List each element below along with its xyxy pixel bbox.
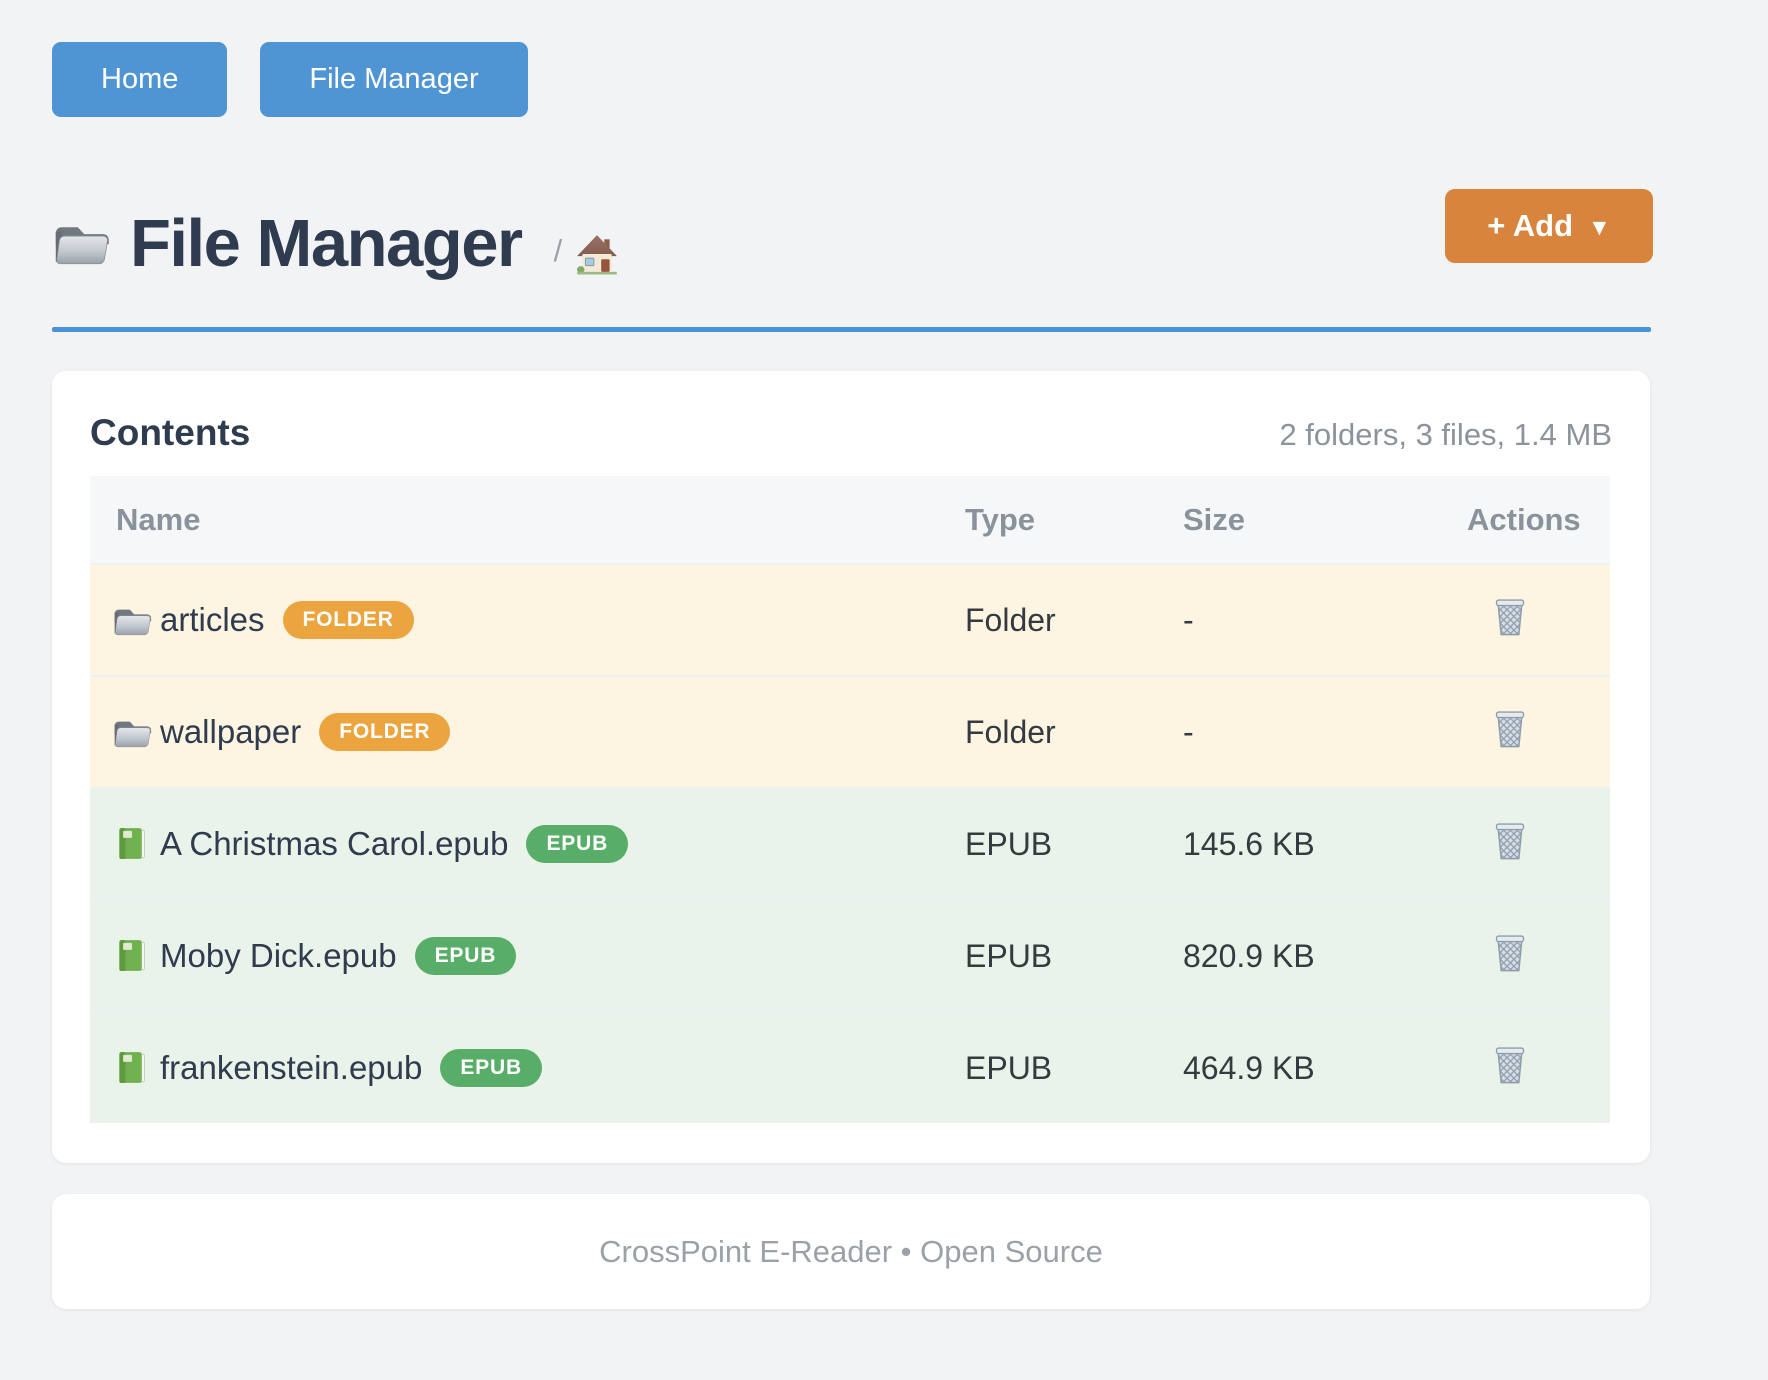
caret-down-icon: ▼	[1588, 213, 1611, 240]
type-cell: Folder	[965, 713, 1056, 750]
name-cell: Moby Dick.epub EPUB	[90, 937, 965, 975]
name-cell: articles FOLDER	[90, 601, 965, 639]
type-cell: Folder	[965, 601, 1056, 638]
breadcrumb: /	[554, 233, 619, 275]
type-cell: EPUB	[965, 1049, 1053, 1086]
delete-button[interactable]	[1493, 820, 1527, 860]
actions-cell	[1467, 820, 1610, 868]
name-cell: wallpaper FOLDER	[90, 713, 965, 751]
delete-button[interactable]	[1493, 1044, 1527, 1084]
delete-button[interactable]	[1493, 708, 1527, 748]
file-name: Moby Dick.epub	[160, 937, 397, 974]
table-row[interactable]: frankenstein.epub EPUB EPUB 464.9 KB	[90, 1011, 1610, 1123]
type-badge: EPUB	[526, 825, 629, 863]
column-header-size: Size	[1183, 501, 1246, 537]
top-nav: Home File Manager	[52, 42, 528, 117]
column-header-type: Type	[965, 501, 1036, 537]
contents-heading: Contents	[90, 412, 251, 453]
open-folder-icon	[52, 217, 110, 269]
green-book-icon	[112, 937, 152, 975]
table-header: Name Type Size Actions	[90, 476, 1610, 563]
house-icon[interactable]	[576, 233, 618, 275]
delete-button[interactable]	[1493, 932, 1527, 972]
nav-button-home[interactable]: Home	[52, 42, 228, 117]
file-table-body: articles FOLDER Folder - wallpaper FOLDE…	[90, 563, 1610, 1123]
name-cell: A Christmas Carol.epub EPUB	[90, 825, 965, 863]
size-cell: -	[1183, 713, 1194, 750]
type-cell: EPUB	[965, 937, 1053, 974]
type-badge: EPUB	[440, 1049, 542, 1087]
column-header-actions: Actions	[1467, 501, 1581, 537]
file-name: articles	[160, 601, 265, 638]
actions-cell	[1467, 596, 1610, 644]
delete-button[interactable]	[1493, 596, 1527, 636]
column-header-name: Name	[116, 501, 201, 537]
green-book-icon	[112, 1049, 152, 1087]
add-button-label: + Add	[1487, 208, 1574, 243]
type-badge: FOLDER	[282, 601, 414, 639]
header-divider	[52, 327, 1651, 332]
actions-cell	[1467, 932, 1610, 980]
type-badge: FOLDER	[319, 713, 451, 751]
table-row[interactable]: wallpaper FOLDER Folder -	[90, 675, 1610, 787]
type-badge: EPUB	[414, 937, 517, 975]
file-name: A Christmas Carol.epub	[160, 825, 509, 862]
contents-card: Contents 2 folders, 3 files, 1.4 MB Name…	[52, 371, 1650, 1163]
add-button[interactable]: + Add ▼	[1445, 189, 1653, 263]
footer-text: CrossPoint E-Reader • Open Source	[599, 1233, 1103, 1269]
size-cell: 145.6 KB	[1183, 825, 1315, 862]
breadcrumb-separator: /	[553, 233, 563, 268]
open-folder-icon	[112, 601, 152, 639]
green-book-icon	[112, 825, 152, 863]
table-row[interactable]: Moby Dick.epub EPUB EPUB 820.9 KB	[90, 899, 1610, 1011]
table-row[interactable]: A Christmas Carol.epub EPUB EPUB 145.6 K…	[90, 787, 1610, 899]
nav-button-file-manager[interactable]: File Manager	[260, 42, 528, 117]
table-row[interactable]: articles FOLDER Folder -	[90, 563, 1610, 675]
actions-cell	[1467, 1044, 1610, 1092]
type-cell: EPUB	[965, 825, 1053, 862]
open-folder-icon	[112, 713, 152, 751]
file-table: Name Type Size Actions articles FOLDER F…	[90, 476, 1610, 1123]
size-cell: -	[1183, 601, 1194, 638]
size-cell: 464.9 KB	[1183, 1049, 1315, 1086]
page-header: File Manager /	[52, 196, 618, 290]
page-title: File Manager	[130, 205, 523, 281]
file-name: frankenstein.epub	[160, 1049, 423, 1086]
footer-card: CrossPoint E-Reader • Open Source	[52, 1194, 1650, 1309]
name-cell: frankenstein.epub EPUB	[90, 1049, 965, 1087]
file-name: wallpaper	[160, 713, 302, 750]
actions-cell	[1467, 708, 1610, 756]
contents-summary: 2 folders, 3 files, 1.4 MB	[1279, 417, 1612, 452]
size-cell: 820.9 KB	[1183, 937, 1315, 974]
